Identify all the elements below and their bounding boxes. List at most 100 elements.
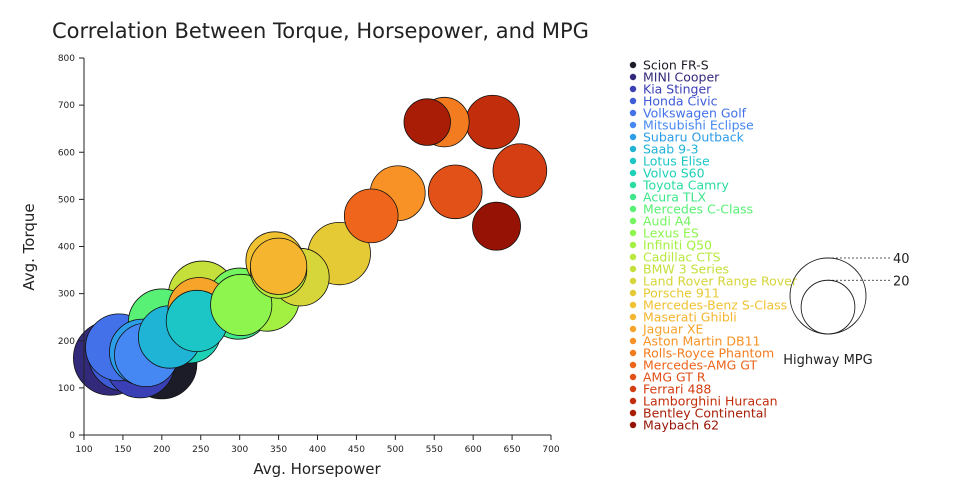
legend-marker (629, 169, 637, 177)
legend-label: Mercedes C-Class (643, 202, 753, 217)
legend-marker (629, 181, 637, 189)
data-point (403, 98, 451, 146)
legend-label: Volkswagen Golf (643, 106, 747, 121)
y-axis: 0 100 200 300 400 500 600 700 800 (58, 54, 85, 441)
legend-marker (629, 349, 637, 357)
data-point (472, 201, 521, 251)
legend-label: Saab 9-3 (643, 142, 699, 157)
size-legend-circle (789, 257, 867, 335)
x-tick-label: 150 (114, 445, 131, 455)
legend-marker (629, 313, 637, 321)
legend-marker (629, 421, 637, 429)
legend-label: Honda Civic (643, 94, 718, 109)
y-axis-title: Avg. Torque (20, 203, 38, 290)
legend-marker (629, 385, 637, 393)
y-tick-label: 400 (58, 243, 75, 253)
legend-label: Lamborghini Huracan (643, 394, 778, 409)
legend-label: AMG GT R (643, 370, 706, 385)
legend-marker (629, 193, 637, 201)
y-tick-label: 200 (58, 337, 75, 347)
legend-marker (629, 145, 637, 153)
data-point (250, 237, 308, 295)
data-point (492, 143, 548, 198)
legend-label: Mitsubishi Eclipse (643, 118, 754, 133)
legend-label: MINI Cooper (643, 70, 720, 85)
legend-label: Audi A4 (643, 214, 691, 229)
legend-label: Lotus Elise (643, 154, 710, 169)
legend-label: Acura TLX (643, 190, 706, 205)
size-legend-circle (800, 279, 856, 335)
data-point (210, 273, 273, 336)
x-tick-label: 300 (231, 445, 248, 455)
legend-label: Mercedes-Benz S-Class (643, 298, 787, 313)
legend-label: Cadillac CTS (643, 250, 721, 265)
legend-marker (629, 325, 637, 333)
legend-marker (629, 229, 637, 237)
legend-label: Aston Martin DB11 (643, 334, 760, 349)
legend-label: Maserati Ghibli (643, 310, 737, 325)
legend-label: Subaru Outback (643, 130, 745, 145)
legend-marker (629, 277, 637, 285)
legend-marker (629, 73, 637, 81)
legend-marker (629, 241, 637, 249)
x-tick-label: 550 (426, 445, 443, 455)
plot-area (73, 94, 548, 400)
x-tick-label: 250 (192, 445, 209, 455)
legend-marker (629, 61, 637, 69)
x-tick-label: 500 (387, 445, 404, 455)
legend-marker (629, 109, 637, 117)
y-tick-label: 0 (69, 431, 75, 441)
legend-label: Ferrari 488 (643, 382, 711, 397)
legend-marker (629, 373, 637, 381)
size-legend-label: 20 (893, 274, 910, 289)
chart-title: Correlation Between Torque, Horsepower, … (52, 19, 589, 43)
legend-label: Bentley Continental (643, 406, 767, 421)
legend-label: Mercedes-AMG GT (643, 358, 758, 373)
legend-label: Lexus ES (643, 226, 699, 241)
x-axis-title: Avg. Horsepower (253, 460, 381, 478)
x-tick-label: 450 (348, 445, 365, 455)
x-tick-label: 650 (503, 445, 520, 455)
y-tick-label: 800 (58, 54, 75, 64)
x-tick-label: 600 (465, 445, 482, 455)
size-legend-label: 40 (893, 252, 910, 267)
y-tick-label: 700 (58, 101, 75, 111)
legend-label: Kia Stinger (643, 82, 712, 97)
legend-marker (629, 409, 637, 417)
legend-marker (629, 289, 637, 297)
data-point (343, 188, 399, 244)
legend-label: Scion FR-S (643, 58, 709, 73)
legend-label: Jaguar XE (642, 322, 704, 337)
data-point (465, 94, 520, 150)
data-point (427, 164, 483, 220)
legend-label: Land Rover Range Rover (643, 274, 798, 289)
legend-marker (629, 301, 637, 309)
legend-marker (629, 397, 637, 405)
legend-marker (629, 217, 637, 225)
legend-marker (629, 205, 637, 213)
x-tick-label: 100 (75, 445, 92, 455)
legend-label: Infiniti Q50 (643, 238, 712, 253)
legend-label: Maybach 62 (643, 418, 719, 433)
legend-marker (629, 157, 637, 165)
x-axis: 100 150 200 250 300 350 400 450 500 550 600 650 700 (75, 434, 560, 455)
legend-marker (629, 337, 637, 345)
legend-label: BMW 3 Series (643, 262, 729, 277)
legend-marker (629, 85, 637, 93)
legend-label: Rolls-Royce Phantom (643, 346, 774, 361)
legend-label: Toyota Camry (642, 178, 729, 193)
x-tick-label: 400 (309, 445, 326, 455)
x-tick-label: 700 (542, 445, 559, 455)
legend-marker (629, 133, 637, 141)
x-tick-label: 350 (270, 445, 287, 455)
size-legend-title: Highway MPG (783, 353, 872, 368)
legend-label: Porsche 911 (643, 286, 720, 301)
y-tick-label: 100 (58, 384, 75, 394)
legend-marker (629, 121, 637, 129)
legend-label: Volvo S60 (643, 166, 705, 181)
x-tick-label: 200 (153, 445, 170, 455)
legend-marker (629, 97, 637, 105)
legend-marker (629, 253, 637, 261)
